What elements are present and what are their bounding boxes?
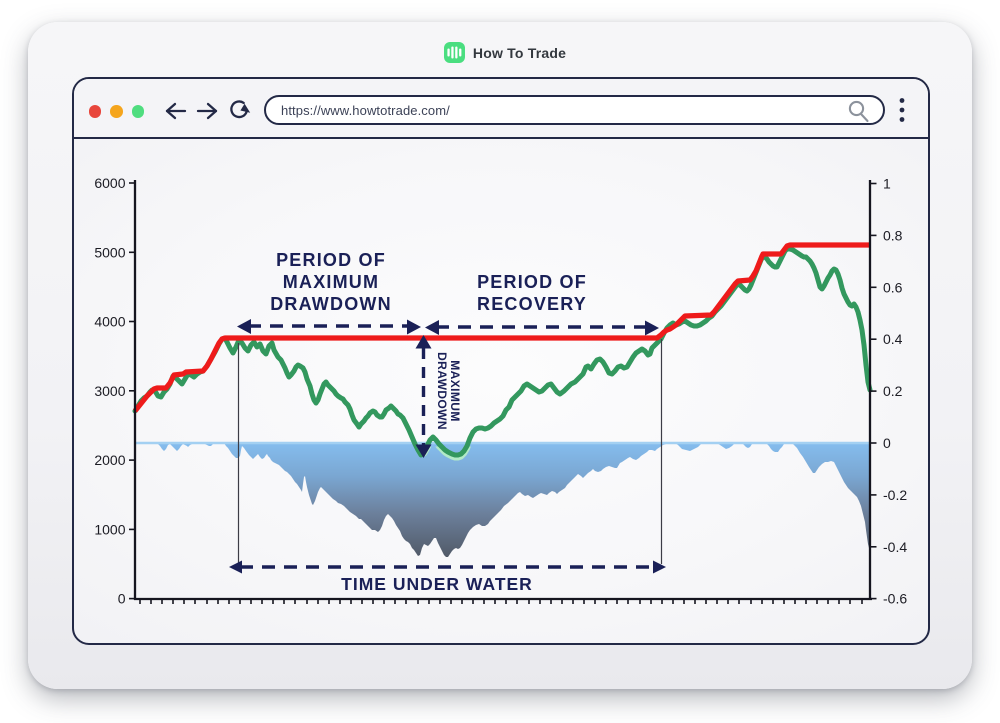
svg-text:0.4: 0.4 bbox=[883, 331, 903, 347]
svg-text:-0.6: -0.6 bbox=[883, 591, 907, 607]
svg-text:PERIOD OF: PERIOD OF bbox=[276, 250, 386, 270]
svg-text:TIME UNDER WATER: TIME UNDER WATER bbox=[341, 574, 533, 594]
svg-text:3000: 3000 bbox=[94, 383, 125, 399]
svg-text:PERIOD OF: PERIOD OF bbox=[477, 272, 587, 292]
svg-text:1: 1 bbox=[883, 176, 891, 192]
svg-text:-0.4: -0.4 bbox=[883, 539, 907, 555]
svg-text:0.2: 0.2 bbox=[883, 383, 903, 399]
svg-text:1000: 1000 bbox=[94, 521, 125, 537]
svg-text:DRAWDOWN: DRAWDOWN bbox=[270, 294, 392, 314]
svg-text:4000: 4000 bbox=[94, 314, 125, 330]
svg-text:0: 0 bbox=[118, 591, 126, 607]
svg-text:0.8: 0.8 bbox=[883, 227, 903, 243]
svg-text:2000: 2000 bbox=[94, 452, 125, 468]
svg-text:0: 0 bbox=[883, 435, 891, 451]
svg-text:5000: 5000 bbox=[94, 244, 125, 260]
svg-text:RECOVERY: RECOVERY bbox=[477, 294, 587, 314]
svg-text:-0.2: -0.2 bbox=[883, 487, 907, 503]
svg-text:MAXIMUMDRAWDOWN: MAXIMUMDRAWDOWN bbox=[435, 352, 462, 430]
svg-text:6000: 6000 bbox=[94, 175, 125, 191]
svg-text:0.6: 0.6 bbox=[883, 279, 903, 295]
svg-text:MAXIMUM: MAXIMUM bbox=[283, 272, 379, 292]
